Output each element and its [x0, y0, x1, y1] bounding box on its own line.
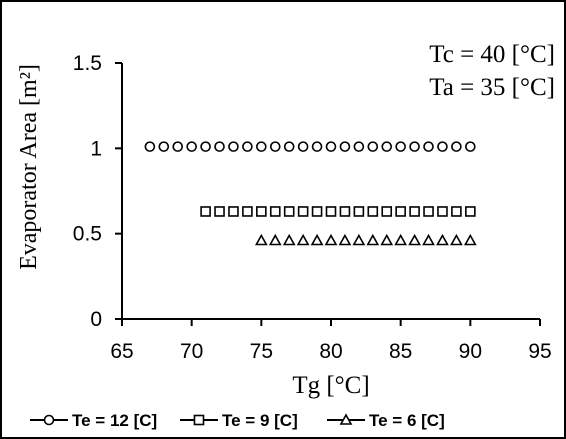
series-square-point: [228, 206, 239, 217]
annotation-tc: Tc = 40 [°C]: [429, 41, 555, 68]
series-circle-point: [437, 141, 448, 152]
legend-label: Te = 9 [C]: [222, 411, 298, 430]
x-tick-label: 85: [389, 340, 412, 363]
series-square-point: [339, 206, 351, 217]
series-circle-point: [144, 141, 156, 152]
series-circle-point: [297, 141, 309, 152]
series-circle-point: [353, 141, 365, 152]
series-square-point: [465, 206, 476, 217]
legend-label: Te = 12 [C]: [72, 411, 157, 430]
series-circle-point: [158, 141, 170, 152]
series-circle-point: [367, 141, 379, 152]
y-axis-label: Evaporator Area [m²]: [16, 64, 42, 270]
series-square-point: [283, 206, 295, 217]
legend-circle-marker: [43, 414, 55, 426]
tick-labels: 0 0.5 1 1.5 65 70 75 80 85 90 95: [73, 52, 552, 363]
series-square-point: [269, 206, 281, 217]
series-circle-point: [339, 141, 351, 152]
series-circle-point: [186, 141, 197, 152]
series-circle-point: [465, 141, 476, 152]
series-square-point: [367, 206, 379, 217]
x-tick-label: 90: [459, 340, 482, 363]
y-tick-label: 1.5: [73, 52, 102, 75]
series-square-point: [214, 206, 225, 217]
series-triangle-point: [380, 233, 394, 246]
series-circle-point: [325, 141, 337, 152]
series-square-point: [437, 206, 448, 217]
series-triangle-point: [310, 233, 324, 246]
series-circle-point: [172, 141, 184, 152]
series-circle-point: [269, 141, 281, 152]
series-square-point: [200, 206, 211, 217]
series-circle-point: [283, 141, 295, 152]
series-triangle-point: [408, 233, 421, 246]
series-triangle-point: [422, 233, 435, 246]
series-circle-point: [395, 141, 406, 152]
series-triangle-point: [268, 233, 282, 246]
series-circle-point: [214, 141, 225, 152]
series-triangle-point: [436, 233, 449, 246]
series-square-point: [395, 206, 406, 217]
x-tick-label: 95: [528, 340, 551, 363]
series-triangle-point: [296, 233, 310, 246]
axes: [115, 62, 541, 326]
series-square-point: [409, 206, 420, 217]
y-tick-label: 0.5: [73, 223, 102, 246]
series-square-point: [242, 206, 253, 217]
series-square-point: [381, 206, 393, 217]
series-circle-point: [311, 141, 323, 152]
x-tick-label: 70: [180, 340, 203, 363]
series-square-point: [256, 206, 267, 217]
data-marks: [144, 141, 477, 246]
series-triangle-point: [366, 233, 380, 246]
series-triangle-point: [394, 233, 408, 246]
series-square-point: [325, 206, 337, 217]
annotation-ta: Ta = 35 [°C]: [429, 74, 555, 101]
series-circle-point: [409, 141, 420, 152]
series-circle-point: [256, 141, 267, 152]
series-square-point: [423, 206, 434, 217]
x-tick-label: 80: [319, 340, 342, 363]
series-circle-point: [228, 141, 239, 152]
series-square-point: [353, 206, 365, 217]
legend: Te = 12 [C] Te = 9 [C] Te = 6 [C]: [30, 411, 445, 430]
series-square-point: [297, 206, 309, 217]
x-tick-label: 65: [110, 340, 133, 363]
series-triangle-point: [352, 233, 366, 246]
y-tick-label: 0: [90, 308, 102, 331]
y-tick-label: 1: [90, 137, 102, 160]
series-square-point: [311, 206, 323, 217]
series-triangle-point: [282, 233, 296, 246]
legend-label: Te = 6 [C]: [369, 411, 445, 430]
x-tick-label: 75: [250, 340, 273, 363]
series-triangle-point: [324, 233, 338, 246]
series-square-point: [451, 206, 462, 217]
series-circle-point: [451, 141, 462, 152]
series-circle-point: [423, 141, 434, 152]
series-circle-point: [242, 141, 253, 152]
series-triangle-point: [254, 233, 268, 246]
x-axis-label: Tg [°C]: [292, 372, 369, 399]
legend-triangle-marker: [339, 413, 353, 425]
legend-square-marker: [193, 414, 205, 426]
series-triangle-point: [338, 233, 352, 246]
series-circle-point: [200, 141, 211, 152]
series-triangle-point: [463, 233, 477, 246]
series-circle-point: [381, 141, 393, 152]
series-triangle-point: [450, 233, 463, 246]
